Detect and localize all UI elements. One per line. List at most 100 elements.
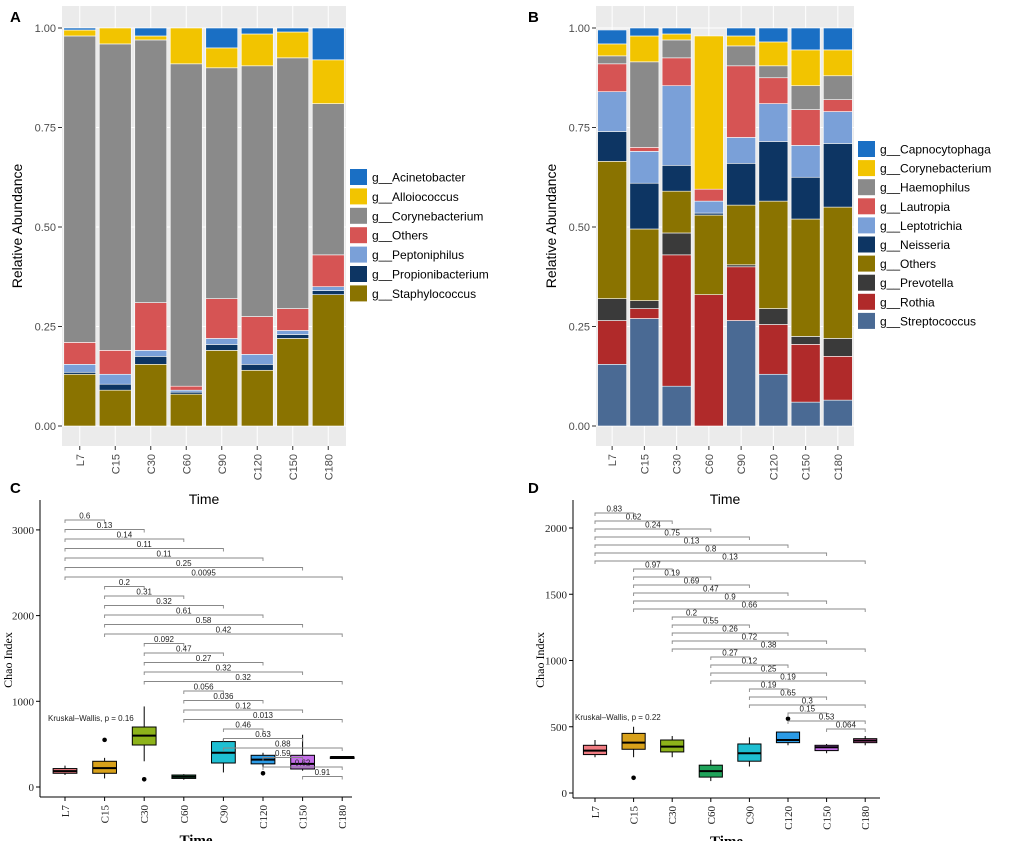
x-tick-label: C60 <box>706 806 718 825</box>
significance-bracket <box>594 528 712 532</box>
legend-key <box>858 312 875 329</box>
p-value-label: 0.11 <box>137 540 153 549</box>
bar-segment-ghaemophilus <box>758 65 789 79</box>
bar-segment-galloiococcus <box>63 29 97 37</box>
bar-segment-gstaphylococcus <box>134 364 168 427</box>
x-tick-label: C120 <box>783 806 795 830</box>
legend-label: g__Capnocytophaga <box>880 143 991 157</box>
bar-segment-gothers <box>790 218 821 337</box>
significance-bracket <box>594 512 635 516</box>
bar-segment-gleptotrichia <box>790 145 821 178</box>
significance-bracket <box>104 595 185 599</box>
bar-segment-gstreptococcus <box>823 399 853 427</box>
significance-bracket <box>594 536 750 540</box>
bar-segment-gcorynebacterium <box>694 35 724 190</box>
bar-segment-gothers <box>694 214 724 295</box>
legend-key <box>350 227 367 244</box>
p-value-label: 0.26 <box>722 625 738 634</box>
significance-bracket <box>262 757 304 761</box>
bar-segment-gcorynebacterium <box>311 103 345 256</box>
p-value-label: 0.75 <box>664 529 680 538</box>
p-value-label: 0.55 <box>703 617 719 626</box>
y-tick-label: 0.75 <box>35 123 56 135</box>
legend-key <box>350 188 367 205</box>
bar-segment-gcorynebacterium <box>790 49 821 87</box>
significance-bracket <box>104 605 224 609</box>
bar-segment-gpeptoniphilus <box>205 338 239 345</box>
significance-bracket <box>633 600 828 604</box>
panel-letter-c: C <box>10 480 21 497</box>
legend-key <box>350 169 367 185</box>
bar-segment-gleptotrichia <box>597 91 627 132</box>
bar-segment-grothia <box>758 324 789 375</box>
y-tick-label: 0.00 <box>569 421 590 433</box>
bar-segment-ghaemophilus <box>661 39 692 59</box>
bar-segment-gpropionibacterium <box>98 383 132 391</box>
x-tick-label: C15 <box>629 806 641 825</box>
bar-segment-gcorynebacterium <box>629 35 660 63</box>
bar-segment-gothers <box>134 302 168 351</box>
bar-segment-gcorynebacterium <box>726 35 756 47</box>
bar-segment-gcorynebacterium <box>597 43 627 57</box>
significance-bracket <box>104 624 304 628</box>
bar-segment-gpeptoniphilus <box>311 286 345 291</box>
x-tick-label: C150 <box>822 806 834 830</box>
p-value-label: 0.32 <box>216 664 232 673</box>
x-tick-label: C60 <box>179 805 191 824</box>
significance-bracket <box>671 648 866 652</box>
p-value-label: 0.63 <box>255 730 271 739</box>
outlier-point <box>102 737 107 743</box>
x-tick-label: C180 <box>337 805 349 829</box>
bar-segment-gpeptoniphilus <box>63 364 97 373</box>
p-value-label: 0.2 <box>686 609 698 618</box>
significance-bracket <box>64 567 304 571</box>
bar-segment-gacinetobacter <box>134 27 168 37</box>
bar-segment-gpropionibacterium <box>134 356 168 365</box>
significance-bracket <box>222 738 304 742</box>
outlier-point <box>631 775 636 781</box>
bar-segment-gcorynebacterium <box>240 65 274 317</box>
significance-bracket <box>594 552 828 556</box>
outlier-point <box>260 770 266 776</box>
x-tick-label: C15 <box>100 805 112 824</box>
kruskal-wallis-label: Kruskal–Wallis, p = 0.16 <box>48 714 134 723</box>
bar-segment-gothers <box>726 204 756 266</box>
bar-segment-glautropia <box>790 109 821 146</box>
p-value-label: 0.19 <box>761 681 777 690</box>
significance-bracket <box>143 671 304 675</box>
bar-segment-glautropia <box>629 147 660 152</box>
significance-bracket <box>710 680 866 684</box>
panel-letter-b: B <box>528 9 539 26</box>
p-value-label: 0.27 <box>196 654 212 663</box>
bar-segment-gothers <box>311 254 345 288</box>
bar-segment-gcorynebacterium <box>169 63 203 387</box>
y-tick-label: 0.50 <box>569 222 590 234</box>
bar-segment-gstaphylococcus <box>205 350 239 427</box>
significance-bracket <box>64 538 185 542</box>
legend-label: g__Peptoniphilus <box>372 248 464 262</box>
significance-bracket <box>671 624 750 628</box>
x-tick-label: C150 <box>288 454 300 480</box>
p-value-label: 0.69 <box>684 577 700 586</box>
bar-segment-gcapnocytophaga <box>661 27 692 35</box>
significance-bracket <box>710 656 750 660</box>
bar-segment-galloiococcus <box>205 47 239 69</box>
x-tick-label: L7 <box>60 805 72 818</box>
legend-label: g__Rothia <box>880 295 935 309</box>
significance-bracket <box>64 576 343 580</box>
p-value-label: 0.31 <box>136 588 152 597</box>
bar-segment-grothia <box>823 356 853 401</box>
significance-bracket <box>104 586 145 590</box>
significance-bracket <box>787 720 866 724</box>
bar-segment-gneisseria <box>597 131 627 162</box>
significance-bracket <box>262 766 343 770</box>
p-value-label: 0.58 <box>196 616 212 625</box>
bar-segment-gstaphylococcus <box>98 389 132 427</box>
p-value-label: 0.3 <box>802 697 814 706</box>
x-axis-title: Time <box>710 491 741 507</box>
bar-segment-gprevotella <box>823 338 853 357</box>
x-tick-label: C120 <box>252 454 264 480</box>
bar-segment-galloiococcus <box>276 31 310 59</box>
p-value-label: 0.32 <box>235 673 251 682</box>
